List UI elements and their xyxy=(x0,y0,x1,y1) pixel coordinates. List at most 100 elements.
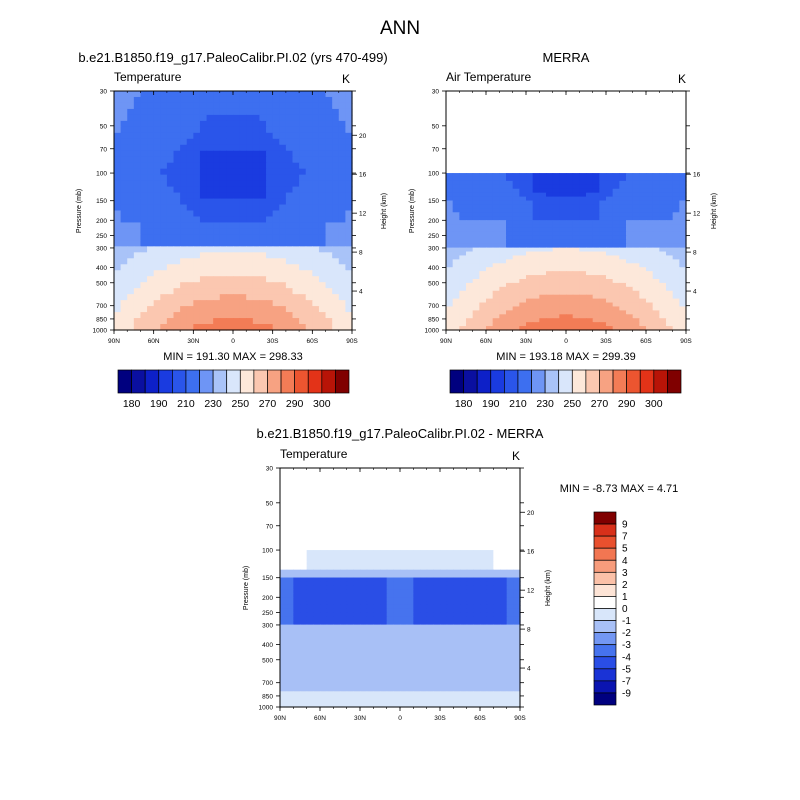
field-cell xyxy=(233,204,241,212)
field-cell xyxy=(206,216,214,224)
field-cell xyxy=(318,258,327,265)
field-cell xyxy=(153,324,161,331)
field-cell xyxy=(619,247,627,253)
field-cell xyxy=(300,616,308,622)
field-cell xyxy=(252,138,261,146)
field-cell xyxy=(579,271,587,276)
field-cell xyxy=(306,597,314,602)
field-cell xyxy=(406,604,414,610)
field-cell xyxy=(318,294,327,301)
field-cell xyxy=(213,234,221,241)
field-cell xyxy=(606,184,614,190)
field-cell xyxy=(246,96,254,104)
y-tick-label: 50 xyxy=(266,500,274,507)
field-cell xyxy=(452,310,460,315)
field-cell xyxy=(280,557,288,563)
field-cell xyxy=(639,212,647,217)
field-cell xyxy=(486,180,494,186)
field-cell xyxy=(652,294,660,300)
field-cell xyxy=(472,259,480,264)
y-tick-label: 70 xyxy=(266,523,274,530)
field-cell xyxy=(539,220,547,225)
field-cell xyxy=(286,691,294,696)
field-cell xyxy=(272,192,280,200)
field-cell xyxy=(659,239,667,245)
field-cell xyxy=(460,604,468,610)
field-cell xyxy=(147,270,155,277)
field-cell xyxy=(460,671,468,677)
field-cell xyxy=(572,200,580,206)
field-cell xyxy=(114,240,122,247)
field-cell xyxy=(440,593,448,598)
field-cell xyxy=(219,180,227,188)
field-cell xyxy=(166,264,175,271)
field-cell xyxy=(512,212,520,217)
colorbar-label: 290 xyxy=(618,398,636,410)
field-cell xyxy=(338,210,346,218)
field-cell xyxy=(599,200,607,206)
field-cell xyxy=(472,275,480,280)
field-cell xyxy=(472,310,480,315)
field-cell xyxy=(492,200,500,206)
field-cell xyxy=(526,200,534,206)
field-cell xyxy=(353,589,361,594)
field-cell xyxy=(606,294,614,300)
field-cell xyxy=(166,324,175,331)
field-cell xyxy=(526,255,534,260)
field-cell xyxy=(186,270,194,277)
field-cell xyxy=(380,679,388,685)
field-cell xyxy=(453,565,461,571)
field-cell xyxy=(353,683,361,688)
field-cell xyxy=(279,270,287,277)
field-cell xyxy=(338,216,346,224)
field-cell xyxy=(166,240,175,247)
field-cell xyxy=(193,234,201,241)
field-cell xyxy=(338,282,346,289)
field-cell xyxy=(639,286,647,292)
field-cell xyxy=(166,102,175,110)
field-cell xyxy=(440,679,448,685)
field-cell xyxy=(120,156,128,164)
field-cell xyxy=(486,593,494,598)
field-cell xyxy=(313,569,321,575)
field-cell xyxy=(546,212,554,217)
field-cell xyxy=(320,695,328,700)
field-cell xyxy=(280,616,288,622)
field-cell xyxy=(286,699,294,704)
y-tick-label: 150 xyxy=(262,575,273,582)
field-cell xyxy=(160,216,168,224)
field-cell xyxy=(672,224,680,229)
field-cell xyxy=(219,300,227,307)
field-cell xyxy=(114,228,122,235)
field-cell xyxy=(366,687,374,692)
field-cell xyxy=(413,632,421,637)
field-cell xyxy=(393,667,401,673)
field-cell xyxy=(266,156,274,164)
field-cell xyxy=(452,259,460,264)
field-cell xyxy=(332,228,340,235)
field-cell xyxy=(539,243,547,249)
field-cell xyxy=(318,108,327,116)
field-cell xyxy=(360,597,368,602)
field-cell xyxy=(305,144,313,152)
field-cell xyxy=(127,96,135,104)
field-cell xyxy=(572,204,580,209)
field-cell xyxy=(266,210,274,218)
field-cell xyxy=(586,239,594,245)
field-cell xyxy=(446,636,454,641)
field-cell xyxy=(599,302,607,308)
field-cell xyxy=(632,180,640,186)
field-cell xyxy=(586,259,594,264)
field-cell xyxy=(426,604,434,610)
field-cell xyxy=(406,569,414,575)
field-cell xyxy=(326,581,334,586)
field-cell xyxy=(459,259,467,264)
colorbar-swatch xyxy=(585,369,600,394)
field-cell xyxy=(552,212,560,217)
field-cell xyxy=(466,608,474,614)
field-cell xyxy=(219,91,227,98)
field-cell xyxy=(239,228,247,235)
panel-diff-ylabel: Pressure (mb) xyxy=(243,566,250,610)
field-cell xyxy=(426,655,434,661)
field-cell xyxy=(380,703,388,708)
